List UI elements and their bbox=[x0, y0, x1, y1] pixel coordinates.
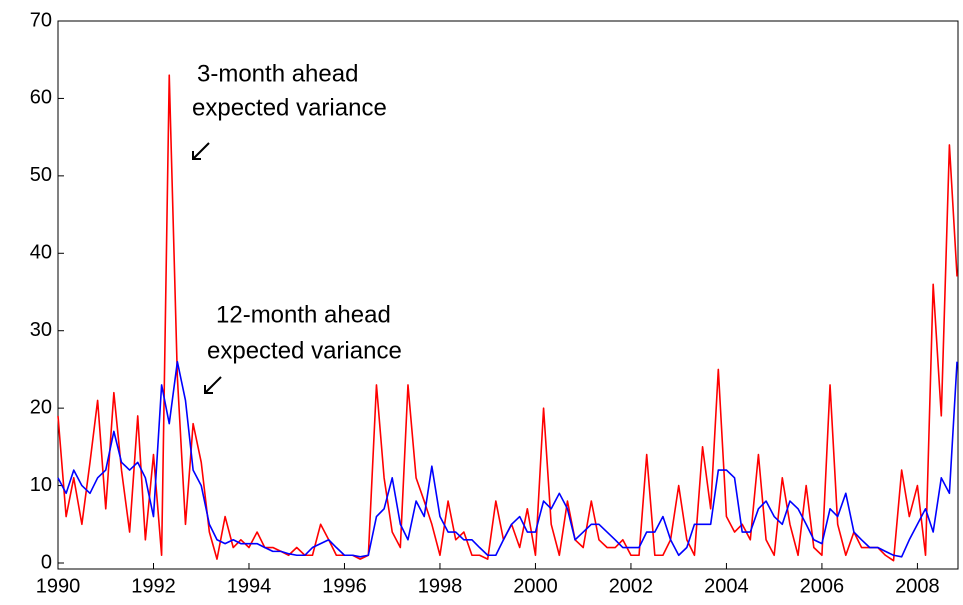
arrows bbox=[192, 142, 222, 394]
y-tick-label: 60 bbox=[30, 87, 52, 109]
x-tick-label: 2002 bbox=[609, 575, 654, 597]
x-tick-label: 1998 bbox=[418, 575, 463, 597]
y-tick-label: 40 bbox=[30, 242, 52, 264]
x-tick-label: 2006 bbox=[800, 575, 845, 597]
x-tick-label: 1992 bbox=[131, 575, 176, 597]
x-tick-label: 2008 bbox=[895, 575, 940, 597]
plot-frame bbox=[57, 20, 959, 570]
series-line bbox=[57, 74, 958, 562]
series-line bbox=[57, 360, 958, 558]
x-tick-label: 1994 bbox=[227, 575, 272, 597]
annotation: 3-month ahead bbox=[197, 60, 358, 87]
annotation: expected variance bbox=[207, 337, 402, 364]
annotation: expected variance bbox=[192, 94, 387, 121]
y-tick-label: 50 bbox=[30, 164, 52, 186]
annotation: 12-month ahead bbox=[216, 301, 391, 328]
x-tick-label: 2000 bbox=[513, 575, 558, 597]
y-tick-label: 10 bbox=[30, 474, 52, 496]
x-tick-label: 1996 bbox=[322, 575, 367, 597]
x-tick-label: 2004 bbox=[704, 575, 749, 597]
y-tick-label: 30 bbox=[30, 319, 52, 341]
x-tick-label: 1990 bbox=[36, 575, 81, 597]
y-tick-label: 20 bbox=[30, 396, 52, 418]
y-tick-label: 70 bbox=[30, 9, 52, 31]
y-tick-label: 0 bbox=[41, 551, 52, 573]
